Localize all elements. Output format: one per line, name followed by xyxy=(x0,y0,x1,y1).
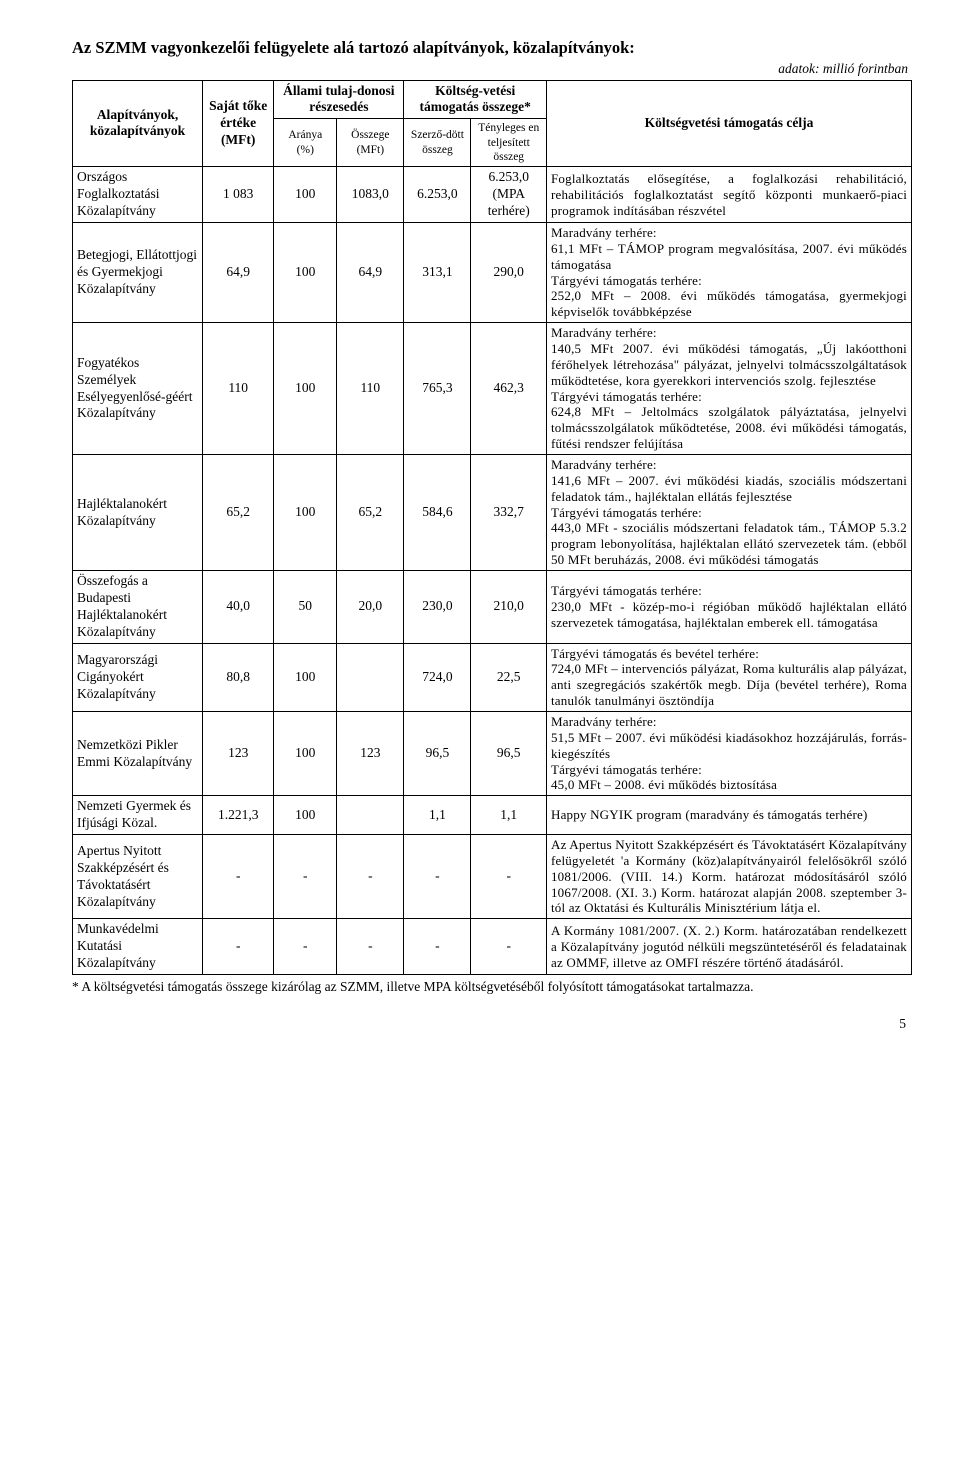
cell-purpose: Maradvány terhére:51,5 MFt – 2007. évi m… xyxy=(546,711,911,795)
cell-szerz: 765,3 xyxy=(404,323,471,455)
cell-toke: - xyxy=(203,919,274,975)
cell-name: Összefogás a Budapesti Hajléktalanokért … xyxy=(73,571,203,644)
cell-toke: 1.221,3 xyxy=(203,796,274,835)
th-foundations: Alapítványok, közalapítványok xyxy=(73,80,203,167)
cell-osszeg: 65,2 xyxy=(337,455,404,571)
table-row: Munkavédelmi Kutatási Közalapítvány-----… xyxy=(73,919,912,975)
table-row: Országos Foglalkoztatási Közalapítvány1 … xyxy=(73,167,912,223)
cell-teny: - xyxy=(471,835,547,919)
th-contracted: Szerző-dött összeg xyxy=(404,119,471,167)
cell-szerz: 724,0 xyxy=(404,643,471,711)
cell-toke: 1 083 xyxy=(203,167,274,223)
units-note: adatok: millió forintban xyxy=(72,61,908,78)
cell-purpose: Tárgyévi támogatás terhére:230,0 MFt - k… xyxy=(546,571,911,644)
cell-toke: - xyxy=(203,835,274,919)
cell-name: Fogyatékos Személyek Esélyegyenlősé-géér… xyxy=(73,323,203,455)
cell-name: Apertus Nyitott Szakképzésért és Távokta… xyxy=(73,835,203,919)
page-number: 5 xyxy=(72,1016,912,1033)
cell-teny: 290,0 xyxy=(471,223,547,323)
cell-name: Betegjogi, Ellátottjogi és Gyermekjogi K… xyxy=(73,223,203,323)
table-row: Fogyatékos Személyek Esélyegyenlősé-géér… xyxy=(73,323,912,455)
cell-teny: 22,5 xyxy=(471,643,547,711)
cell-purpose: Maradvány terhére:140,5 MFt 2007. évi mű… xyxy=(546,323,911,455)
cell-szerz: 96,5 xyxy=(404,711,471,795)
cell-osszeg: 123 xyxy=(337,711,404,795)
table-row: Magyarországi Cigányokért Közalapítvány8… xyxy=(73,643,912,711)
cell-arany: 100 xyxy=(274,223,337,323)
cell-teny: 6.253,0 (MPA terhére) xyxy=(471,167,547,223)
table-body: Országos Foglalkoztatási Közalapítvány1 … xyxy=(73,167,912,975)
cell-purpose: Happy NGYIK program (maradvány és támoga… xyxy=(546,796,911,835)
cell-osszeg: 20,0 xyxy=(337,571,404,644)
cell-name: Nemzeti Gyermek és Ifjúsági Közal. xyxy=(73,796,203,835)
cell-teny: 1,1 xyxy=(471,796,547,835)
cell-name: Nemzetközi Pikler Emmi Közalapítvány xyxy=(73,711,203,795)
cell-purpose: Tárgyévi támogatás és bevétel terhére:72… xyxy=(546,643,911,711)
table-row: Nemzetközi Pikler Emmi Közalapítvány1231… xyxy=(73,711,912,795)
cell-arany: 100 xyxy=(274,455,337,571)
cell-purpose: A Kormány 1081/2007. (X. 2.) Korm. határ… xyxy=(546,919,911,975)
cell-toke: 64,9 xyxy=(203,223,274,323)
cell-arany: 100 xyxy=(274,167,337,223)
page-title: Az SZMM vagyonkezelői felügyelete alá ta… xyxy=(72,38,912,59)
cell-teny: 96,5 xyxy=(471,711,547,795)
table-row: Betegjogi, Ellátottjogi és Gyermekjogi K… xyxy=(73,223,912,323)
cell-szerz: 313,1 xyxy=(404,223,471,323)
table-row: Nemzeti Gyermek és Ifjúsági Közal.1.221,… xyxy=(73,796,912,835)
cell-purpose: Maradvány terhére:141,6 MFt – 2007. évi … xyxy=(546,455,911,571)
cell-teny: - xyxy=(471,919,547,975)
cell-purpose: Foglalkoztatás elősegítése, a foglalkozá… xyxy=(546,167,911,223)
cell-osszeg: 110 xyxy=(337,323,404,455)
th-purpose: Költségvetési támogatás célja xyxy=(546,80,911,167)
table-row: Összefogás a Budapesti Hajléktalanokért … xyxy=(73,571,912,644)
cell-toke: 40,0 xyxy=(203,571,274,644)
th-actual: Tényleges en teljesített összeg xyxy=(471,119,547,167)
cell-arany: 100 xyxy=(274,711,337,795)
cell-teny: 462,3 xyxy=(471,323,547,455)
cell-osszeg xyxy=(337,796,404,835)
th-share-amount: Összege (MFt) xyxy=(337,119,404,167)
cell-szerz: 1,1 xyxy=(404,796,471,835)
cell-arany: 100 xyxy=(274,796,337,835)
cell-szerz: - xyxy=(404,919,471,975)
footnote: * A költségvetési támogatás összege kizá… xyxy=(72,979,912,996)
cell-szerz: 230,0 xyxy=(404,571,471,644)
cell-osszeg: - xyxy=(337,919,404,975)
cell-osszeg: - xyxy=(337,835,404,919)
cell-toke: 110 xyxy=(203,323,274,455)
cell-arany: 100 xyxy=(274,323,337,455)
foundations-table: Alapítványok, közalapítványok Saját tőke… xyxy=(72,80,912,975)
cell-name: Országos Foglalkoztatási Közalapítvány xyxy=(73,167,203,223)
cell-toke: 65,2 xyxy=(203,455,274,571)
cell-name: Hajléktalanokért Közalapítvány xyxy=(73,455,203,571)
th-share-pct: Aránya (%) xyxy=(274,119,337,167)
cell-teny: 210,0 xyxy=(471,571,547,644)
cell-osszeg: 64,9 xyxy=(337,223,404,323)
cell-teny: 332,7 xyxy=(471,455,547,571)
cell-purpose: Maradvány terhére:61,1 MFt – TÁMOP progr… xyxy=(546,223,911,323)
cell-arany: 50 xyxy=(274,571,337,644)
cell-name: Magyarországi Cigányokért Közalapítvány xyxy=(73,643,203,711)
cell-osszeg xyxy=(337,643,404,711)
cell-szerz: 6.253,0 xyxy=(404,167,471,223)
cell-arany: - xyxy=(274,835,337,919)
cell-arany: - xyxy=(274,919,337,975)
th-equity: Saját tőke értéke (MFt) xyxy=(203,80,274,167)
cell-toke: 80,8 xyxy=(203,643,274,711)
th-state-ownership: Állami tulaj-donosi részesedés xyxy=(274,80,404,119)
cell-purpose: Az Apertus Nyitott Szakképzésért és Távo… xyxy=(546,835,911,919)
cell-osszeg: 1083,0 xyxy=(337,167,404,223)
cell-szerz: 584,6 xyxy=(404,455,471,571)
table-row: Apertus Nyitott Szakképzésért és Távokta… xyxy=(73,835,912,919)
th-budget-support: Költség-vetési támogatás összege* xyxy=(404,80,547,119)
table-row: Hajléktalanokért Közalapítvány65,210065,… xyxy=(73,455,912,571)
cell-toke: 123 xyxy=(203,711,274,795)
cell-arany: 100 xyxy=(274,643,337,711)
cell-szerz: - xyxy=(404,835,471,919)
cell-name: Munkavédelmi Kutatási Közalapítvány xyxy=(73,919,203,975)
